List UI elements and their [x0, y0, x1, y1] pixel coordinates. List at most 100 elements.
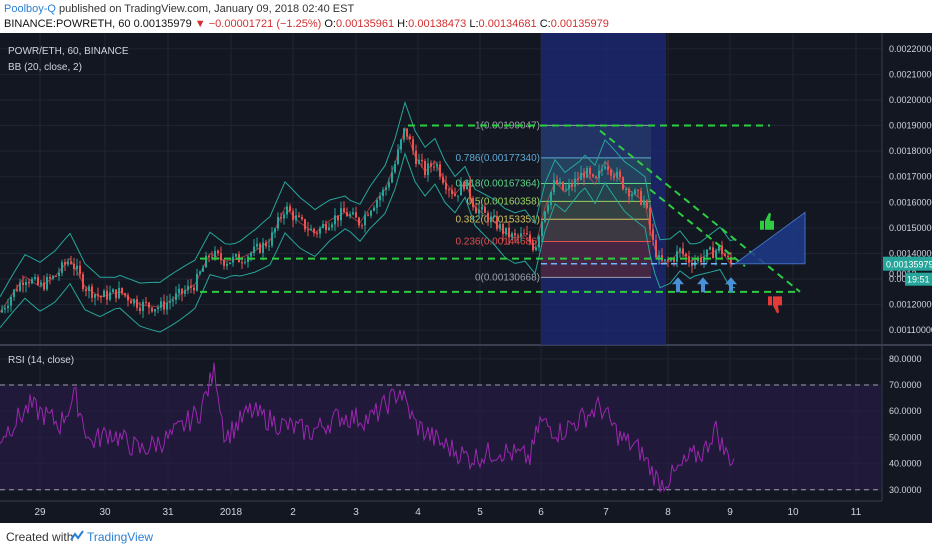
- candle-body: [550, 191, 552, 205]
- time-axis-tick: 11: [851, 507, 862, 518]
- candle-body: [406, 128, 408, 137]
- candle-body: [571, 184, 573, 187]
- price-axis-tick: 0.00120000: [889, 300, 932, 310]
- candle-body: [163, 301, 165, 310]
- candle-body: [556, 180, 558, 184]
- candle-body: [79, 265, 81, 275]
- open-label: O:: [324, 18, 336, 30]
- chart-footer: Created with TradingView: [0, 523, 932, 550]
- thumbs-down-icon: [768, 296, 782, 314]
- candle-body: [637, 189, 639, 191]
- candle-body: [328, 227, 330, 231]
- candle-body: [580, 173, 582, 181]
- rsi-legend: RSI (14, close): [8, 355, 74, 366]
- price-axis-tick: 0.00170000: [889, 172, 932, 182]
- fib-band: [541, 125, 651, 158]
- candle-body: [526, 233, 528, 235]
- candle-body: [217, 250, 219, 254]
- candle-body: [511, 233, 513, 238]
- candle-body: [118, 287, 120, 299]
- candle-body: [400, 139, 402, 150]
- candle-body: [643, 200, 645, 205]
- candle-body: [634, 189, 636, 195]
- last-price-tag-text: 0.00135979: [886, 260, 932, 270]
- candle-body: [310, 228, 312, 231]
- candle-body: [532, 242, 534, 251]
- candle-body: [388, 182, 390, 188]
- axes: 0.00220000 0.00210000 0.00200000 0.00190000…: [0, 44, 932, 523]
- candle-body: [70, 261, 72, 264]
- candle-body: [268, 245, 270, 247]
- candle-body: [592, 174, 594, 177]
- price-axis-tick-partial: 0.0013: [889, 269, 917, 279]
- low-label: L:: [469, 18, 479, 30]
- candle-body: [373, 207, 375, 211]
- time-axis-tick: 5: [477, 507, 483, 518]
- symbol-label: BINANCE:POWRETH, 60: [4, 18, 131, 30]
- candle-body: [640, 190, 642, 205]
- candle-body: [382, 189, 384, 196]
- high-value: 0.00138473: [408, 18, 467, 30]
- candle-body: [82, 274, 84, 290]
- candle-body: [631, 194, 633, 197]
- candle-body: [487, 212, 489, 223]
- candle-body: [304, 219, 306, 230]
- candle-body: [100, 296, 102, 298]
- time-axis-tick: 4: [415, 507, 421, 518]
- fib-band: [541, 219, 651, 242]
- publish-info: published on TradingView.com, January 09…: [59, 3, 355, 15]
- candle-body: [391, 172, 393, 183]
- candle-body: [13, 289, 15, 298]
- candle-body: [262, 242, 264, 253]
- author-link[interactable]: Poolboy-Q: [4, 3, 56, 15]
- candle-body: [718, 245, 720, 251]
- close-value: 0.00135979: [550, 18, 609, 30]
- candle-body: [142, 301, 144, 311]
- candle-body: [721, 245, 723, 255]
- candle-body: [160, 301, 162, 308]
- candle-body: [412, 139, 414, 151]
- candle-body: [712, 247, 714, 259]
- thumbs-up-icon: [760, 212, 774, 230]
- chart-drawings[interactable]: [200, 124, 806, 314]
- candle-body: [559, 181, 561, 184]
- candle-body: [277, 217, 279, 229]
- candle-body: [724, 254, 726, 257]
- chart-canvas[interactable]: 1(0.00190047)0.786(0.00177340)0.618(0.00…: [0, 33, 932, 523]
- candle-body: [358, 217, 360, 226]
- candle-body: [604, 166, 606, 169]
- candle-body: [628, 189, 630, 197]
- candle-body: [538, 236, 540, 248]
- candle-body: [58, 272, 60, 276]
- candle-body: [385, 187, 387, 190]
- candle-body: [715, 250, 717, 259]
- candle-body: [37, 277, 39, 285]
- tradingview-logo-icon: [70, 530, 84, 541]
- candle-body: [607, 166, 609, 170]
- candle-body: [664, 259, 666, 261]
- candle-body: [688, 256, 690, 263]
- candle-body: [64, 262, 66, 265]
- open-value: 0.00135961: [335, 18, 395, 30]
- price-axis-tick: 0.00220000: [889, 44, 932, 54]
- tradingview-link[interactable]: TradingView: [87, 530, 154, 544]
- candle-body: [184, 290, 186, 294]
- thumb-part: [768, 296, 772, 306]
- candle-body: [265, 242, 267, 247]
- up-arrow-icon: [672, 277, 684, 293]
- candle-body: [154, 309, 156, 312]
- candle-body: [88, 286, 90, 292]
- candle-body: [85, 289, 87, 292]
- candle-body: [676, 251, 678, 262]
- candle-body: [61, 262, 63, 273]
- candle-body: [469, 180, 471, 199]
- candle-body: [493, 216, 495, 218]
- rsi-axis-tick: 80.0000: [889, 354, 922, 364]
- candle-body: [319, 227, 321, 234]
- rsi-axis-tick: 50.0000: [889, 432, 922, 442]
- candle-body: [544, 211, 546, 222]
- candle-body: [331, 224, 333, 228]
- candle-body: [679, 248, 681, 252]
- candle-body: [103, 290, 105, 298]
- chart-header: Poolboy-Q published on TradingView.com, …: [0, 0, 932, 33]
